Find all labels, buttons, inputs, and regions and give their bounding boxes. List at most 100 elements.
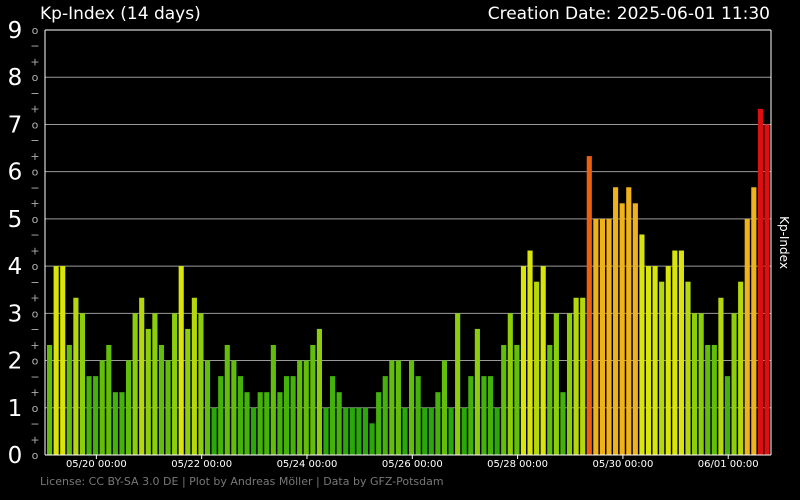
kp-bar (211, 407, 217, 455)
kp-bar (237, 376, 244, 455)
kp-bar (534, 281, 540, 455)
kp-bar (474, 328, 480, 455)
kp-bar (125, 360, 132, 455)
kp-bar (93, 376, 99, 455)
y-tick-label: 6 (8, 160, 23, 186)
kp-bar (73, 297, 79, 455)
kp-bar (685, 281, 691, 455)
kp-bar (678, 250, 684, 455)
kp-bar (659, 281, 665, 455)
y-minor-minus: − (30, 40, 39, 53)
kp-bar (507, 313, 513, 455)
kp-bar (297, 360, 303, 455)
y-minor-zero: o (32, 24, 39, 37)
kp-bar (461, 407, 467, 455)
kp-bar (731, 313, 737, 455)
x-tick-label: 05/30 00:00 (592, 459, 653, 470)
kp-bar (619, 203, 625, 455)
kp-bar (185, 328, 191, 455)
kp-bar (119, 392, 125, 455)
y-minor-plus: + (30, 292, 39, 305)
kp-bar (705, 344, 711, 455)
kp-bar (172, 313, 178, 455)
kp-bar (724, 376, 731, 455)
kp-bar (389, 360, 395, 455)
kp-bar (435, 392, 441, 455)
kp-bar (455, 313, 461, 455)
kp-bar (501, 344, 507, 455)
kp-bar (402, 407, 408, 455)
kp-bar (290, 376, 296, 455)
kp-bar (520, 266, 527, 455)
y-axis-label: Kp-Index (777, 216, 791, 269)
y-tick-label: 4 (8, 254, 23, 280)
kp-bar (224, 344, 230, 455)
kp-bar (553, 313, 559, 455)
x-tick-labels: 05/20 00:00 05/22 00:00 05/24 00:00 05/26 0… (66, 455, 759, 470)
kp-bar (606, 218, 612, 455)
kp-bar (481, 376, 487, 455)
y-minor-zero: o (32, 166, 39, 179)
kp-bar (382, 376, 388, 455)
license-footer: License: CC BY-SA 3.0 DE | Plot by Andre… (40, 475, 444, 488)
x-tick-label: 05/24 00:00 (277, 459, 338, 470)
y-tick-label: 2 (8, 349, 23, 375)
kp-bar (158, 344, 165, 455)
y-tick-label: 8 (8, 65, 23, 91)
y-tick-label: 5 (8, 207, 23, 233)
kp-bar (692, 313, 698, 455)
kp-bar (47, 344, 53, 455)
y-minor-zero: o (32, 71, 39, 84)
kp-bar (257, 392, 263, 455)
kp-bar (66, 344, 72, 455)
kp-bar (218, 376, 224, 455)
x-tick-label: 05/28 00:00 (487, 459, 548, 470)
kp-bar (330, 376, 336, 455)
kp-bar (395, 360, 401, 455)
kp-bar (112, 392, 118, 455)
kp-bar (586, 156, 592, 456)
kp-bar (711, 344, 717, 455)
kp-bar (152, 313, 158, 455)
y-tick-label: 3 (8, 301, 23, 327)
kp-bar (448, 407, 454, 455)
kp-bar (86, 376, 92, 455)
kp-bar (79, 313, 86, 455)
kp-bar (645, 266, 652, 455)
kp-bar (283, 376, 290, 455)
y-tick-label: 0 (8, 443, 23, 469)
y-tick-label: 1 (8, 396, 23, 422)
kp-bar (580, 297, 586, 455)
kp-bar (336, 392, 342, 455)
kp-bar (198, 313, 204, 455)
kp-bar (145, 328, 151, 455)
kp-bar (428, 407, 434, 455)
kp-bar (415, 376, 421, 455)
kp-bar (527, 250, 533, 455)
kp-bar (613, 187, 619, 455)
kp-bar (106, 344, 112, 455)
y-tick-label: 9 (8, 18, 23, 44)
y-minor-minus: − (30, 276, 39, 289)
kp-bar (665, 266, 671, 455)
kp-bar (362, 407, 369, 455)
kp-bar (599, 218, 606, 455)
y-minor-plus: + (30, 150, 39, 163)
x-tick-label: 05/20 00:00 (66, 459, 127, 470)
kp-bar (560, 392, 566, 455)
y-minor-minus: − (30, 87, 39, 100)
kp-bar (468, 376, 474, 455)
kp-bar (652, 266, 658, 455)
y-minor-zero: o (32, 307, 39, 320)
kp-bar (343, 407, 349, 455)
y-minor-plus: + (30, 433, 39, 446)
chart-title: Kp-Index (14 days) (40, 4, 201, 24)
kp-bar (573, 297, 579, 455)
y-minor-plus: + (30, 244, 39, 257)
kp-bar (547, 344, 553, 455)
kp-bar (132, 313, 138, 455)
kp-bar (99, 360, 105, 455)
kp-bar (764, 124, 770, 455)
kp-bar (540, 266, 546, 455)
